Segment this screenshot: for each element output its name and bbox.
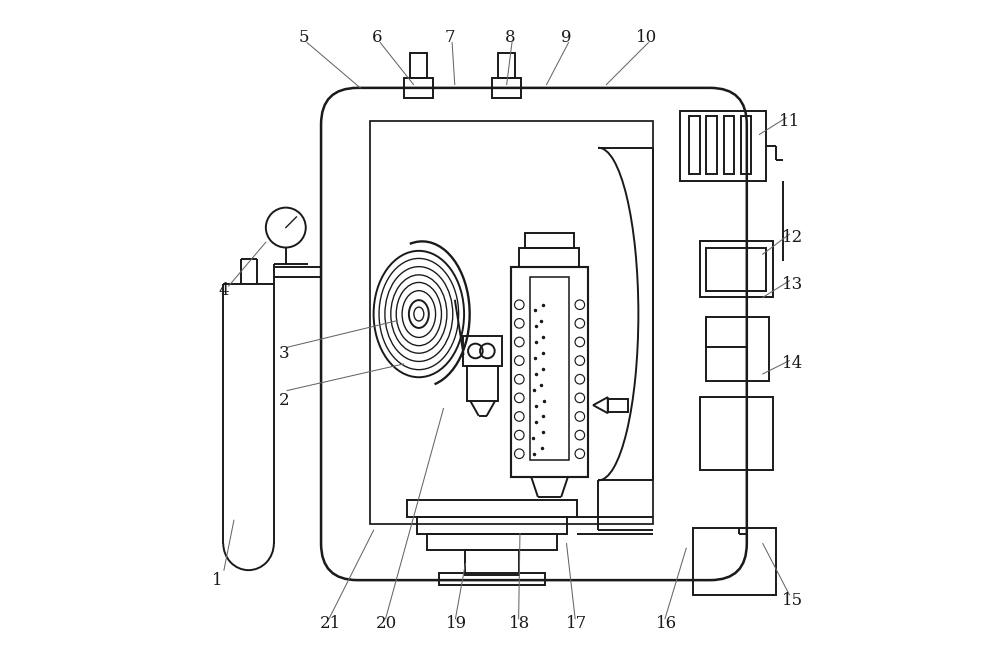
Text: 14: 14 [782, 355, 803, 373]
Bar [700, 241, 773, 297]
Text: 2: 2 [278, 392, 289, 409]
Bar [724, 116, 734, 174]
Text: 16: 16 [656, 615, 677, 632]
Bar [530, 277, 569, 460]
Text: 12: 12 [782, 229, 803, 246]
Text: 10: 10 [636, 29, 657, 47]
Text: 13: 13 [782, 276, 803, 293]
Bar [706, 317, 769, 381]
Text: 19: 19 [446, 615, 467, 632]
Bar [498, 53, 515, 78]
Text: 18: 18 [509, 615, 531, 632]
Ellipse shape [409, 300, 429, 328]
Text: 8: 8 [505, 29, 515, 47]
Bar [439, 574, 545, 585]
Bar [525, 233, 574, 248]
Bar [465, 550, 519, 574]
Text: 15: 15 [782, 592, 803, 609]
Text: 21: 21 [320, 615, 341, 632]
Text: 4: 4 [219, 283, 229, 299]
Bar [407, 500, 577, 517]
Bar [706, 116, 717, 174]
Text: 1: 1 [212, 572, 223, 589]
Bar [467, 366, 498, 401]
Bar [700, 397, 773, 470]
Bar [492, 78, 521, 98]
Bar [511, 267, 588, 477]
Bar [741, 116, 751, 174]
Bar [463, 336, 502, 366]
Bar [370, 121, 653, 524]
Text: 11: 11 [779, 113, 800, 130]
Text: 9: 9 [561, 29, 572, 47]
Bar [608, 399, 628, 412]
Bar [417, 517, 567, 534]
Bar [519, 248, 579, 267]
Text: 5: 5 [299, 29, 309, 47]
Bar [427, 534, 557, 550]
Text: 20: 20 [376, 615, 398, 632]
Text: 7: 7 [445, 29, 455, 47]
Bar [693, 528, 776, 595]
Bar [706, 248, 766, 291]
Bar [410, 53, 427, 78]
Text: 17: 17 [566, 615, 587, 632]
Text: 3: 3 [278, 345, 289, 363]
Bar [680, 111, 766, 181]
Text: 6: 6 [372, 29, 382, 47]
Bar [404, 78, 433, 98]
Bar [689, 116, 700, 174]
